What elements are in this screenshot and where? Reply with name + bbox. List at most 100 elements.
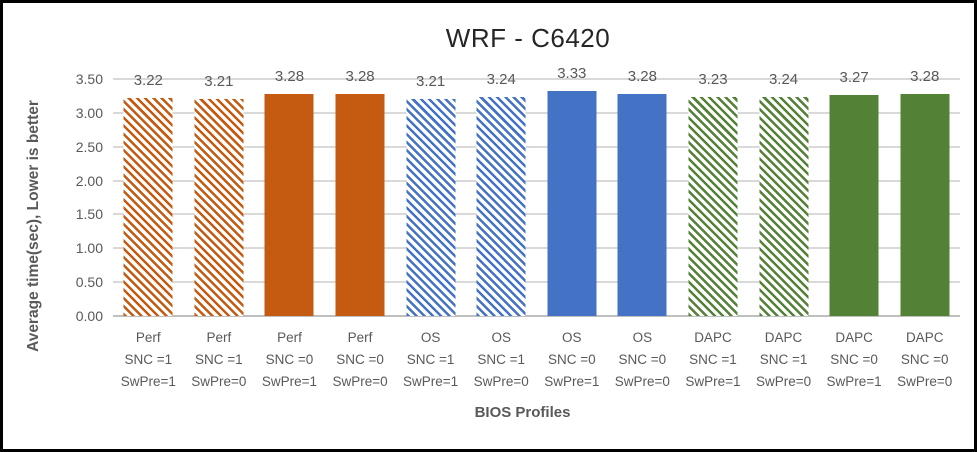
x-tick-line: SwPre=0 (614, 374, 670, 389)
bar-value-label: 3.21 (416, 72, 446, 90)
bar-value-label: 3.24 (768, 70, 799, 88)
bar (194, 98, 244, 316)
x-tick-label: DAPC SNC =0 SwPre=1 (819, 327, 890, 393)
x-tick-line: SwPre=0 (191, 374, 247, 389)
x-tick-label: DAPC SNC =0 SwPre=0 (889, 327, 960, 393)
x-tick-label: Perf SNC =1 SwPre=1 (113, 327, 184, 393)
x-tick-line: Perf (277, 330, 302, 345)
x-tick-line: SwPre=1 (403, 374, 459, 389)
bar-value-label: 3.21 (204, 72, 234, 90)
bar-value-label: 3.23 (698, 71, 728, 89)
gridline (113, 179, 960, 182)
gridline (113, 78, 960, 80)
gridline (113, 247, 960, 250)
x-tick-line: DAPC (694, 330, 732, 345)
bar-value-label: 3.28 (627, 67, 657, 85)
y-tick-label: 2.50 (75, 138, 103, 155)
x-tick-label: Perf SNC =0 SwPre=1 (254, 327, 325, 393)
x-tick-line: SwPre=0 (473, 374, 529, 389)
bar-value-label: 3.33 (557, 64, 587, 82)
x-tick-line: OS (632, 330, 653, 345)
x-tick-label: OS SNC =0 SwPre=1 (537, 327, 608, 393)
bar-slot: 3.21 (395, 73, 466, 316)
bar (335, 93, 385, 316)
x-tick-label: OS SNC =1 SwPre=0 (466, 327, 537, 393)
bar-value-label: 3.28 (910, 67, 940, 85)
bar-slot: 3.33 (537, 65, 608, 316)
bar (547, 90, 597, 316)
y-tick-label: 2.00 (75, 172, 103, 189)
bar-value-label: 3.24 (486, 70, 516, 88)
y-tick-label: 3.50 (75, 71, 103, 87)
x-tick-line: SwPre=1 (826, 374, 882, 389)
bar (123, 97, 173, 316)
bar (406, 98, 456, 316)
x-tick-line: SwPre=1 (685, 374, 741, 389)
y-tick-label: 0.00 (75, 308, 103, 324)
x-tick-label: DAPC SNC =1 SwPre=1 (678, 327, 749, 393)
bar-slot: 3.28 (325, 68, 396, 316)
x-tick-line: SNC =1 (759, 352, 808, 367)
x-tick-line: Perf (347, 330, 373, 345)
bar-value-label: 3.28 (274, 67, 305, 85)
bar (688, 97, 738, 316)
x-axis-title: BIOS Profiles (474, 404, 571, 421)
x-tick-line: SwPre=0 (897, 374, 953, 389)
x-tick-line: SNC =1 (124, 352, 173, 367)
x-tick-line: SNC =0 (830, 352, 878, 367)
x-tick-line: SNC =1 (689, 352, 737, 367)
x-tick-line: DAPC (905, 330, 944, 345)
x-tick-line: Perf (206, 330, 232, 345)
gridline (113, 281, 960, 284)
x-tick-line: SNC =0 (900, 352, 949, 367)
bar-value-label: 3.28 (345, 67, 375, 85)
x-tick-line: DAPC (764, 330, 803, 345)
bar-slot: 3.28 (889, 68, 960, 316)
x-tick-line: SwPre=1 (120, 374, 176, 389)
gridline (113, 111, 960, 114)
x-tick-label: OS SNC =1 SwPre=1 (395, 327, 466, 393)
y-tick-label: 1.50 (75, 206, 103, 223)
bar-slot: 3.27 (819, 69, 890, 316)
gridline (113, 213, 960, 216)
x-tick-line: OS (420, 330, 441, 345)
bar (476, 96, 526, 316)
y-tick-label: 1.00 (75, 240, 103, 257)
x-tick-label: DAPC SNC =1 SwPre=0 (748, 327, 819, 393)
bar-value-label: 3.27 (839, 68, 869, 86)
plot-area: 3.22 3.21 3.28 3.28 3.21 3.24 3.33 3.28 3.23 3.24… (113, 65, 960, 317)
x-tick-line: SNC =0 (547, 352, 596, 367)
bar (829, 94, 879, 316)
x-tick-line: SwPre=1 (261, 374, 318, 389)
bar (264, 93, 314, 316)
bar-slot: 3.23 (678, 71, 749, 316)
x-tick-label: OS SNC =0 SwPre=0 (607, 327, 678, 393)
x-tick-line: OS (562, 330, 582, 345)
bar-slot: 3.24 (748, 71, 819, 316)
bar (759, 96, 809, 316)
x-tick-line: SNC =0 (336, 352, 384, 367)
bar-slot: 3.22 (113, 72, 184, 316)
x-tick-line: SNC =1 (195, 352, 243, 367)
x-tick-line: SNC =0 (618, 352, 667, 367)
bar-value-label: 3.22 (133, 71, 163, 89)
x-tick-line: SNC =1 (406, 352, 455, 367)
x-tick-line: Perf (135, 330, 161, 345)
bar-slot: 3.24 (466, 71, 537, 316)
x-tick-line: SwPre=0 (332, 374, 388, 389)
bar-slot: 3.28 (607, 68, 678, 316)
chart-title: WRF - C6420 (445, 23, 611, 53)
x-tick-line: SwPre=1 (544, 374, 600, 389)
y-tick-label: 3.00 (75, 104, 103, 121)
x-tick-line: SNC =0 (265, 352, 314, 367)
x-tick-label: Perf SNC =0 SwPre=0 (325, 327, 396, 393)
x-tick-line: DAPC (835, 330, 873, 345)
bar-slot: 3.21 (184, 73, 255, 316)
x-tick-line: SwPre=0 (755, 374, 812, 389)
bar-slot: 3.28 (254, 68, 325, 316)
x-tick-line: OS (491, 330, 511, 345)
x-axis-line (113, 315, 960, 317)
x-tick-label: Perf SNC =1 SwPre=0 (184, 327, 255, 393)
bar (900, 93, 950, 316)
